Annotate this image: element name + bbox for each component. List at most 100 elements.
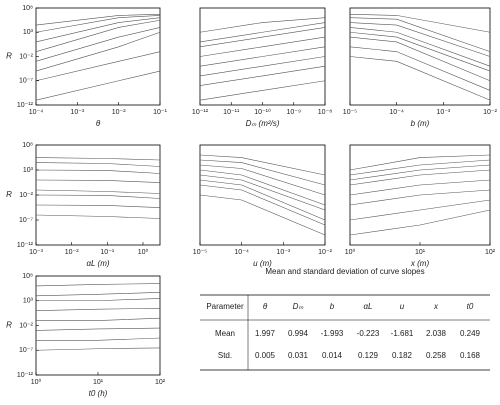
y-tick-label: 10⁻¹² (17, 372, 34, 379)
x-tick-label: 10⁻¹⁰ (254, 108, 271, 116)
table-header: αL (363, 302, 372, 311)
curve (199, 56, 326, 77)
curve (349, 14, 491, 33)
x-axis-label: θ (96, 119, 101, 128)
x-tick-label: 10⁻³ (436, 109, 450, 116)
curve (199, 17, 326, 33)
curve (35, 189, 161, 194)
curve (36, 298, 161, 302)
curve (349, 164, 491, 181)
x-tick-label: 10⁻¹¹ (223, 109, 240, 116)
y-tick-label: 10⁻² (19, 192, 33, 199)
x-tick-label: 10⁻⁵ (343, 109, 357, 116)
y-tick-label: 10³ (23, 298, 34, 305)
curve (35, 15, 161, 33)
y-axis-label: R (6, 52, 12, 61)
y-tick-label: 10³ (23, 167, 34, 174)
plot-frame (35, 7, 161, 106)
curve (35, 283, 161, 287)
y-tick-label: 10⁸ (22, 5, 33, 12)
x-tick-label: 10⁻⁹ (287, 109, 301, 116)
plot-frame (35, 275, 161, 376)
y-tick-label: 10⁻² (19, 53, 33, 60)
x-axis-label: b (m) (411, 119, 430, 128)
curve (199, 164, 326, 196)
y-tick-label: 10⁸ (22, 142, 33, 149)
table-cell: 0.014 (322, 351, 343, 360)
y-tick-label: 10⁻¹² (17, 102, 34, 109)
x-tick-label: 10² (155, 379, 166, 386)
curve (349, 27, 491, 67)
x-tick-label: 10⁻³ (276, 249, 290, 256)
plot-frame (349, 7, 491, 106)
curve (349, 36, 491, 82)
table-cell: 2.038 (426, 329, 447, 338)
curve (349, 17, 491, 52)
curve (35, 162, 161, 167)
x-tick-label: 10¹ (93, 379, 104, 386)
curve (349, 209, 491, 236)
table-cell: 1.997 (255, 329, 276, 338)
x-tick-label: 10⁻² (112, 109, 126, 116)
curve (35, 214, 161, 219)
curve (199, 184, 326, 226)
table-cell: 0.031 (288, 351, 309, 360)
curve (35, 179, 161, 183)
x-tick-label: 10⁻³ (70, 109, 84, 116)
curve (35, 27, 161, 62)
curve (35, 70, 161, 101)
x-tick-label: 10⁰ (138, 248, 149, 256)
y-tick-label: 10⁸ (22, 273, 33, 280)
x-axis-label: t0 (h) (89, 389, 108, 398)
x-tick-label: 10² (485, 249, 496, 256)
curve (35, 347, 161, 351)
x-axis-label: u (m) (253, 259, 272, 268)
table-cell: 0.258 (426, 351, 447, 360)
curve (349, 154, 491, 171)
curve (35, 17, 161, 43)
y-tick-label: 10⁻⁷ (19, 347, 33, 354)
curve (199, 22, 326, 43)
curve (199, 174, 326, 211)
x-tick-label: 10⁰ (345, 248, 356, 256)
curve (35, 19, 161, 52)
table-header: x (433, 302, 439, 311)
curve (35, 307, 161, 311)
table-cell: -0.223 (357, 329, 380, 338)
curve (199, 154, 326, 176)
table-cell: 0.005 (255, 351, 276, 360)
x-tick-label: 10⁻² (65, 249, 79, 256)
table-cell: -1.993 (321, 329, 344, 338)
curve (199, 169, 326, 206)
table-header: Parameter (206, 302, 244, 311)
table-cell: -1.681 (391, 329, 414, 338)
x-axis-label: x (m) (410, 259, 430, 268)
curve (349, 56, 491, 101)
table-header: t0 (467, 302, 474, 311)
table-header: u (400, 302, 405, 311)
curve (349, 169, 491, 186)
curve (349, 46, 491, 91)
table-header: b (330, 302, 335, 311)
y-tick-label: 10⁻¹² (17, 242, 34, 249)
curve (35, 169, 161, 174)
curve (35, 14, 161, 26)
curve (35, 194, 161, 199)
x-tick-label: 10⁻¹ (153, 109, 167, 116)
table-header: θ (263, 302, 268, 311)
table-cell: 0.182 (392, 351, 413, 360)
y-tick-label: 10³ (23, 29, 34, 36)
x-tick-label: 10⁻¹² (192, 109, 209, 116)
curve (35, 327, 161, 331)
x-tick-label: 10⁻² (483, 109, 497, 116)
curve (199, 36, 326, 57)
curve (199, 80, 326, 101)
x-tick-label: 10⁻³ (29, 249, 43, 256)
x-tick-label: 10⁻⁴ (29, 109, 44, 116)
x-axis-label: Dₘ (m²/s) (246, 119, 280, 128)
curve (36, 337, 161, 341)
x-tick-label: 10⁻⁴ (389, 109, 404, 116)
y-tick-label: 10⁻⁷ (19, 78, 33, 85)
table-cell: 0.129 (358, 351, 379, 360)
